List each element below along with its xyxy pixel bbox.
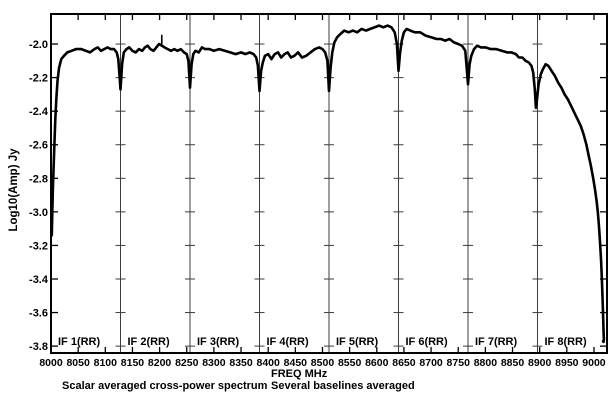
x-tick-label: 8950 [555, 357, 579, 369]
x-tick-label: 8000 [39, 357, 63, 369]
x-tick-label: 8800 [474, 357, 498, 369]
x-tick-label: 8400 [257, 357, 281, 369]
if-label: IF 3(RR) [197, 336, 240, 348]
y-tick-label: -3.0 [29, 207, 48, 219]
x-tick-label: 8850 [501, 357, 525, 369]
plot-caption-baselines: Several baselines averaged [271, 380, 415, 392]
x-tick-label: 8250 [175, 357, 199, 369]
x-tick-label: 8350 [229, 357, 253, 369]
y-tick-label: -3.6 [29, 308, 48, 320]
x-tick-label: 8900 [528, 357, 552, 369]
plot-frame [50, 13, 608, 354]
y-tick-label: -2.6 [29, 140, 48, 152]
y-tick-label: -2.2 [29, 73, 48, 85]
x-tick-label: 8550 [338, 357, 362, 369]
x-tick-label: 8300 [202, 357, 226, 369]
if-label: IF 1(RR) [58, 336, 101, 348]
y-tick-label: -3.4 [29, 274, 49, 286]
x-tick-label: 8200 [148, 357, 172, 369]
if-label: IF 6(RR) [406, 336, 449, 348]
y-tick-label: -2.8 [29, 173, 48, 185]
x-tick-label: 8700 [419, 357, 443, 369]
x-tick-label: 8650 [392, 357, 416, 369]
if-label: IF 5(RR) [336, 336, 379, 348]
spectrum-trace [50, 24, 606, 344]
if-label: IF 8(RR) [545, 336, 588, 348]
if-label: IF 7(RR) [475, 336, 518, 348]
x-tick-label: 8100 [94, 357, 118, 369]
x-axis-title: FREQ MHz [271, 368, 328, 380]
x-tick-label: 8600 [365, 357, 389, 369]
y-tick-label: -2.0 [29, 39, 48, 51]
x-tick-label: 8050 [66, 357, 90, 369]
y-tick-label: -2.4 [29, 106, 49, 118]
x-tick-label: 8150 [121, 357, 145, 369]
y-tick-label: -3.8 [29, 341, 48, 353]
x-tick-label: 9000 [582, 357, 606, 369]
y-tick-label: -3.2 [29, 240, 48, 252]
x-tick-label: 8450 [284, 357, 308, 369]
y-axis-title: Log10(Amp) Jy [8, 148, 20, 232]
if-label: IF 2(RR) [128, 336, 171, 348]
x-tick-label: 8750 [447, 357, 471, 369]
if-label: IF 4(RR) [267, 336, 310, 348]
plot-caption-type: Scalar averaged cross-power spectrum [62, 380, 268, 392]
x-tick-label: 8500 [311, 357, 335, 369]
